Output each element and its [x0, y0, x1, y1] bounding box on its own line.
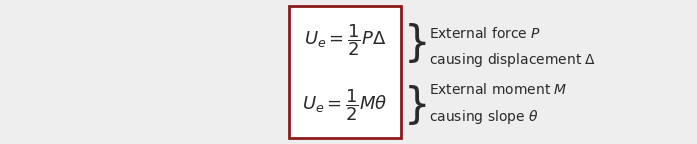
- Text: $U_e = \dfrac{1}{2}P\Delta$: $U_e = \dfrac{1}{2}P\Delta$: [304, 22, 386, 58]
- Text: $\}$: $\}$: [403, 21, 426, 65]
- FancyBboxPatch shape: [289, 6, 401, 138]
- Text: External moment $M$: External moment $M$: [429, 82, 567, 97]
- Text: $U_e = \dfrac{1}{2}M\theta$: $U_e = \dfrac{1}{2}M\theta$: [302, 87, 388, 123]
- Text: $\}$: $\}$: [403, 83, 426, 127]
- Text: External force $P$: External force $P$: [429, 26, 541, 41]
- Text: causing slope $\theta$: causing slope $\theta$: [429, 108, 538, 126]
- Text: causing displacement $\Delta$: causing displacement $\Delta$: [429, 52, 596, 70]
